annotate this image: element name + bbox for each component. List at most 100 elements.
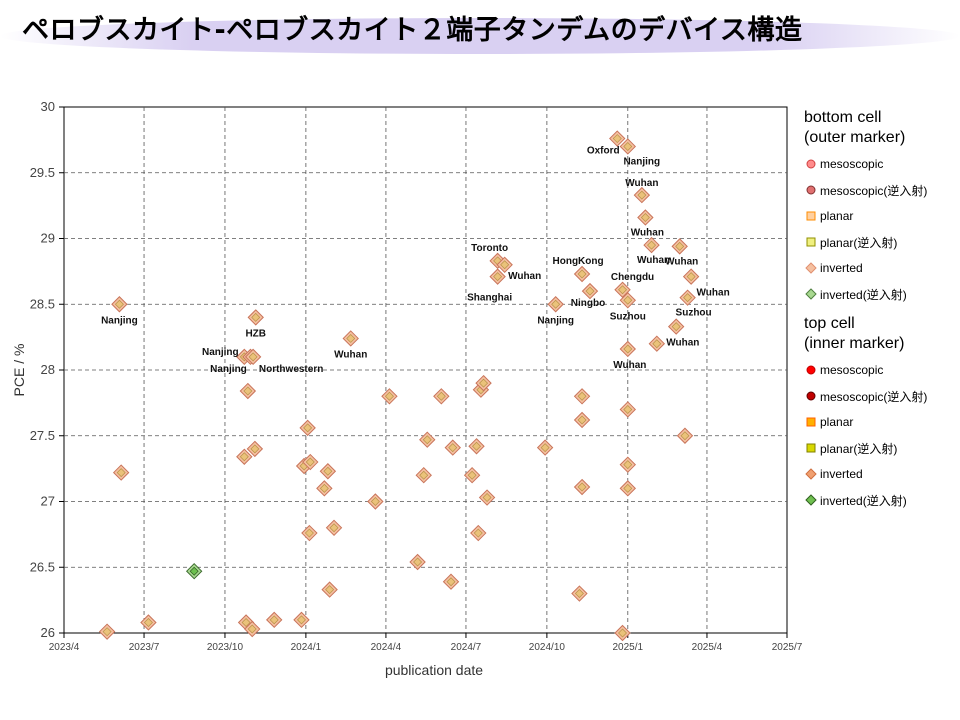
data-point bbox=[619, 480, 637, 497]
point-label: Wuhan bbox=[334, 349, 367, 360]
point-inner-marker bbox=[675, 241, 685, 251]
data-point bbox=[682, 268, 700, 285]
legend-item: inverted bbox=[804, 461, 927, 487]
legend-diamond-icon bbox=[805, 288, 817, 300]
data-point bbox=[573, 388, 591, 405]
legend-label: mesoscopic bbox=[820, 157, 884, 171]
x-tick-label: 2023/10 bbox=[207, 642, 244, 653]
x-tick-label: 2025/4 bbox=[692, 642, 723, 653]
data-point bbox=[609, 130, 626, 147]
data-point bbox=[614, 281, 631, 298]
data-point bbox=[547, 296, 564, 313]
legend-circle-icon bbox=[806, 185, 816, 195]
point-inner-marker bbox=[574, 589, 584, 599]
y-tick-label: 28 bbox=[41, 362, 55, 377]
legend-item: planar(逆入射) bbox=[804, 435, 927, 461]
legend-circle-icon bbox=[806, 159, 816, 169]
point-inner-marker bbox=[448, 443, 458, 453]
legend-top-title: top cell bbox=[804, 315, 855, 332]
data-point bbox=[619, 401, 637, 418]
point-inner-marker bbox=[482, 493, 492, 503]
grid-lines bbox=[64, 107, 787, 633]
legend-symbol bbox=[804, 363, 818, 377]
legend-item: mesoscopic(逆入射) bbox=[804, 177, 927, 203]
data-point bbox=[619, 340, 637, 358]
y-tick-label: 27.5 bbox=[30, 428, 55, 443]
point-inner-marker bbox=[647, 240, 657, 250]
title-band bbox=[0, 18, 960, 54]
point-inner-marker bbox=[612, 134, 622, 144]
point-label: Wuhan bbox=[631, 227, 664, 238]
data-point bbox=[536, 439, 554, 456]
point-inner-marker bbox=[239, 452, 249, 462]
point-inner-marker bbox=[683, 293, 693, 303]
point-inner-marker bbox=[419, 470, 429, 480]
legend-circle-icon bbox=[806, 391, 816, 401]
point-inner-marker bbox=[305, 457, 315, 467]
point-inner-marker bbox=[686, 272, 696, 282]
point-inner-marker bbox=[473, 528, 483, 538]
point-label: Nanjing bbox=[202, 347, 239, 358]
x-tick-label: 2024/4 bbox=[371, 642, 402, 653]
legend-label: mesoscopic bbox=[820, 363, 884, 377]
legend-item: inverted(逆入射) bbox=[804, 487, 927, 513]
point-label: Northwestern bbox=[259, 364, 323, 375]
x-tick-label: 2024/10 bbox=[529, 642, 566, 653]
point-label: Toronto bbox=[471, 243, 508, 254]
data-point bbox=[236, 448, 253, 465]
data-point bbox=[581, 282, 599, 300]
data-point bbox=[299, 419, 316, 437]
y-tick-label: 26 bbox=[41, 625, 55, 640]
legend-symbol bbox=[804, 493, 818, 507]
legend-bottom-subtitle: (outer marker) bbox=[804, 129, 906, 146]
legend-symbol bbox=[804, 389, 818, 403]
point-inner-marker bbox=[671, 322, 681, 332]
x-tick-label: 2025/1 bbox=[613, 642, 644, 653]
point-inner-marker bbox=[577, 269, 587, 279]
point-label: Oxford bbox=[587, 146, 620, 157]
point-label: Ningbo bbox=[571, 298, 605, 309]
point-label: Chengdu bbox=[611, 272, 654, 283]
legend-symbol bbox=[804, 157, 818, 171]
point-label: Wuhan bbox=[613, 360, 646, 371]
data-point bbox=[319, 463, 337, 480]
data-point bbox=[573, 265, 591, 283]
data-point bbox=[442, 573, 460, 590]
legend-symbol bbox=[804, 467, 818, 481]
data-points bbox=[98, 130, 700, 642]
point-inner-marker bbox=[269, 615, 279, 625]
legend-label: planar(逆入射) bbox=[820, 235, 898, 250]
legend-symbol bbox=[804, 287, 818, 301]
data-point bbox=[676, 427, 694, 444]
point-label: Wuhan bbox=[637, 255, 670, 266]
data-point bbox=[342, 330, 359, 347]
legend-item: planar(逆入射) bbox=[804, 229, 927, 255]
point-inner-marker bbox=[577, 415, 587, 425]
legend-symbol bbox=[804, 235, 818, 249]
legend-label: mesoscopic(逆入射) bbox=[820, 389, 928, 404]
point-inner-marker bbox=[551, 299, 561, 309]
data-point bbox=[247, 309, 264, 326]
y-axis-ticks: 26 26.5 27 27.5 28 28.5 29 29.5 30 bbox=[30, 99, 64, 640]
y-axis-label: PCE / % bbox=[11, 344, 27, 397]
data-point bbox=[244, 620, 261, 638]
point-inner-marker bbox=[652, 339, 662, 349]
point-inner-marker bbox=[493, 272, 503, 282]
point-label: Nanjing bbox=[623, 156, 660, 167]
y-tick-label: 29 bbox=[41, 231, 55, 246]
legend-diamond-icon bbox=[805, 494, 817, 506]
point-inner-marker bbox=[323, 466, 333, 476]
point-label: Shanghai bbox=[467, 293, 512, 304]
point-label: HongKong bbox=[553, 256, 604, 267]
data-point bbox=[470, 524, 487, 542]
legend-label: inverted bbox=[820, 261, 863, 275]
point-inner-marker bbox=[479, 378, 489, 388]
data-point bbox=[244, 348, 262, 366]
data-point bbox=[301, 524, 318, 542]
data-point bbox=[475, 374, 492, 392]
legend-label: inverted bbox=[820, 467, 863, 481]
data-point bbox=[239, 382, 257, 400]
point-inner-marker bbox=[585, 286, 595, 296]
point-label: Suzhou bbox=[610, 311, 646, 322]
point-inner-marker bbox=[189, 566, 199, 576]
